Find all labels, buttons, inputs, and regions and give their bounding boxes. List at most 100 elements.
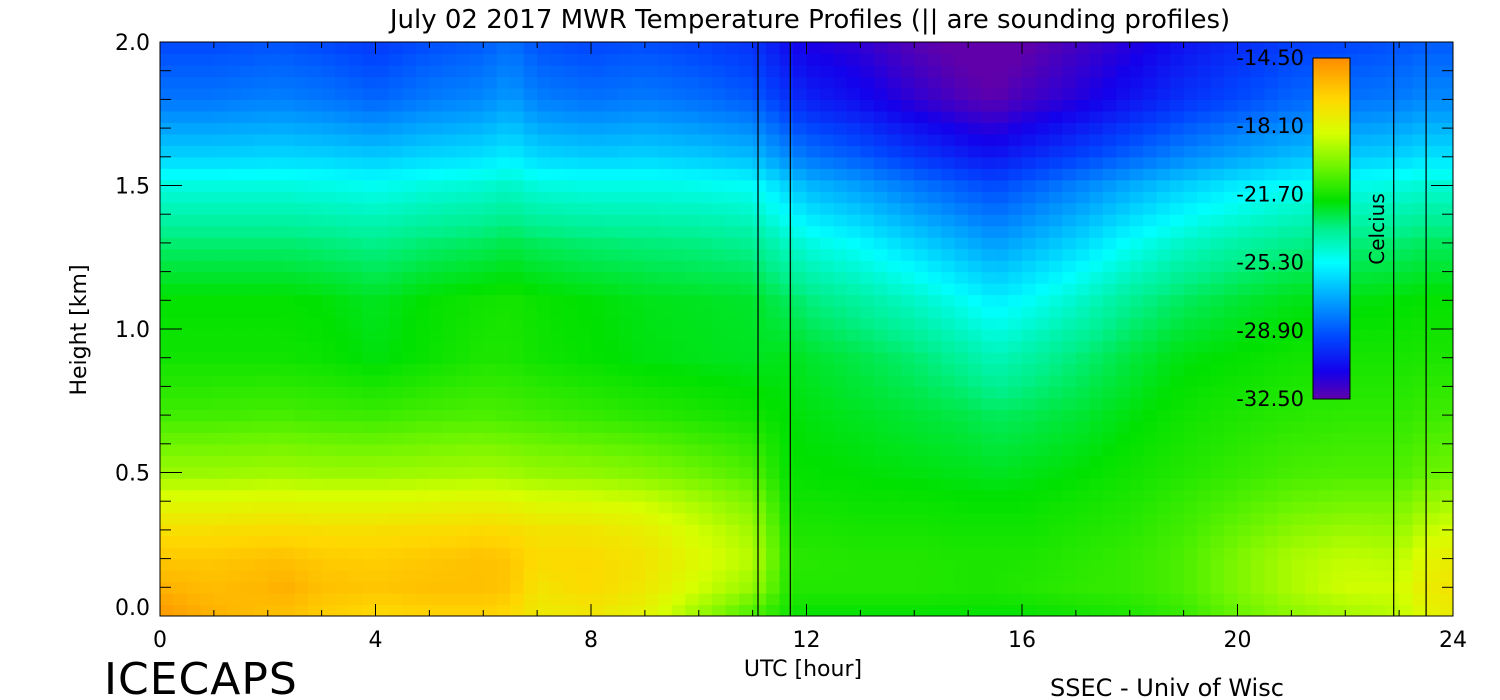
heatmap-cell <box>739 76 754 89</box>
heatmap-cell <box>914 179 929 192</box>
heatmap-cell <box>1250 99 1266 112</box>
heatmap-cell <box>873 340 888 353</box>
heatmap-cell <box>577 53 592 66</box>
heatmap-cell <box>766 340 781 353</box>
heatmap-cell <box>887 478 902 491</box>
heatmap-cell <box>752 443 767 456</box>
heatmap-cell <box>321 294 336 307</box>
heatmap-cell <box>186 260 202 273</box>
heatmap-cell <box>658 374 673 387</box>
heatmap-cell <box>1399 420 1414 433</box>
heatmap-cell <box>954 466 969 479</box>
heatmap-cell <box>833 87 848 100</box>
heatmap-cell <box>1372 478 1387 491</box>
heatmap-cell <box>671 225 686 238</box>
heatmap-cell <box>227 443 242 456</box>
heatmap-cell <box>793 271 808 284</box>
heatmap-cell <box>200 317 215 330</box>
heatmap-cell <box>806 374 821 387</box>
heatmap-cell <box>388 593 404 606</box>
heatmap-cell <box>240 374 255 387</box>
heatmap-cell <box>1250 329 1266 342</box>
heatmap-cell <box>806 466 821 479</box>
heatmap-cell <box>846 191 861 204</box>
heatmap-cell <box>779 535 794 548</box>
heatmap-cell <box>1197 501 1212 514</box>
heatmap-cell <box>752 271 767 284</box>
heatmap-cell <box>227 397 242 410</box>
heatmap-cell <box>1102 604 1117 616</box>
heatmap-cell <box>213 225 228 238</box>
heatmap-cell <box>1224 168 1239 181</box>
heatmap-cell <box>186 179 202 192</box>
heatmap-cell <box>604 53 619 66</box>
heatmap-cell <box>968 179 983 192</box>
heatmap-cell <box>1426 604 1441 616</box>
heatmap-cell <box>469 237 484 250</box>
heatmap-cell <box>793 225 808 238</box>
heatmap-cell <box>1291 501 1306 514</box>
heatmap-cell <box>806 179 821 192</box>
heatmap-cell <box>1358 110 1373 123</box>
heatmap-cell <box>577 558 592 571</box>
heatmap-cell <box>1035 501 1050 514</box>
heatmap-cell <box>375 604 390 616</box>
heatmap-cell <box>186 524 202 537</box>
heatmap-cell <box>523 99 538 112</box>
heatmap-cell <box>1345 489 1360 502</box>
heatmap-cell <box>1224 283 1239 296</box>
heatmap-cell <box>1089 317 1104 330</box>
heatmap-cell <box>483 455 498 468</box>
heatmap-cell <box>523 214 538 227</box>
heatmap-cell <box>779 581 794 594</box>
heatmap-cell <box>483 260 498 273</box>
heatmap-cell <box>1224 317 1239 330</box>
heatmap-cell <box>227 260 242 273</box>
heatmap-cell <box>1399 489 1414 502</box>
heatmap-cell <box>995 329 1010 342</box>
heatmap-cell <box>1304 432 1319 445</box>
heatmap-cell <box>1399 363 1414 376</box>
heatmap-cell <box>1156 306 1171 319</box>
heatmap-cell <box>1385 351 1400 365</box>
heatmap-cell <box>402 191 417 204</box>
heatmap-cell <box>213 386 228 399</box>
heatmap-cell <box>308 501 323 514</box>
heatmap-cell <box>362 478 377 491</box>
heatmap-cell <box>1170 570 1185 583</box>
heatmap-cell <box>1075 168 1090 181</box>
heatmap-cell <box>456 524 471 537</box>
heatmap-cell <box>591 99 606 112</box>
heatmap-cell <box>1372 260 1387 273</box>
heatmap-cell <box>1372 443 1387 456</box>
heatmap-cell <box>1116 202 1131 215</box>
heatmap-cell <box>483 64 498 78</box>
heatmap-cell <box>1062 501 1077 514</box>
heatmap-cell <box>1008 237 1023 250</box>
heatmap-cell <box>537 570 552 583</box>
heatmap-cell <box>267 248 282 261</box>
heatmap-cell <box>375 420 390 433</box>
heatmap-cell <box>456 329 471 342</box>
heatmap-cell <box>1129 524 1144 537</box>
heatmap-cell <box>362 283 377 296</box>
heatmap-cell <box>1439 604 1453 616</box>
heatmap-cell <box>267 64 282 78</box>
heatmap-cell <box>1048 397 1064 410</box>
heatmap-cell <box>483 535 498 548</box>
heatmap-cell <box>160 501 175 514</box>
heatmap-cell <box>644 156 659 169</box>
heatmap-cell <box>1399 478 1414 491</box>
heatmap-cell <box>914 145 929 158</box>
colorbar-tick-label: -28.90 <box>1236 319 1304 343</box>
heatmap-cell <box>644 87 659 100</box>
heatmap-cell <box>1291 374 1306 387</box>
heatmap-cell <box>968 42 983 55</box>
heatmap-cell <box>1143 466 1158 479</box>
heatmap-cell <box>1183 604 1198 616</box>
heatmap-cell <box>887 443 902 456</box>
heatmap-cell <box>1385 179 1400 192</box>
heatmap-cell <box>577 179 592 192</box>
heatmap-cell <box>1318 512 1333 525</box>
heatmap-cell <box>1385 386 1400 399</box>
